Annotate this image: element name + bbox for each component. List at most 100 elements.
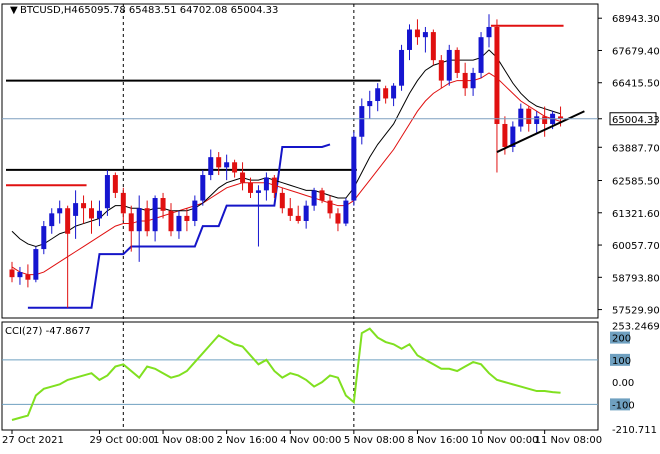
cci-pane-frame	[1, 321, 599, 431]
price-tick-label: 62585.50	[612, 177, 660, 188]
candle-body	[57, 208, 63, 214]
candlestick	[343, 198, 349, 227]
candlestick	[263, 172, 269, 201]
candlestick	[446, 44, 452, 86]
price-tick-label: 58793.80	[612, 273, 660, 284]
price-tick-label: 63887.70	[612, 143, 660, 154]
time-tick-label: 1 Nov 08:00	[153, 435, 214, 446]
candle-body	[25, 274, 31, 280]
time-tick-label: 29 Oct 00:00	[89, 435, 154, 446]
candlestick	[391, 83, 397, 107]
candle-body	[414, 29, 420, 38]
candle-body	[216, 157, 222, 168]
candle-body	[526, 108, 532, 124]
candlestick	[255, 185, 261, 247]
price-tick-label: 61321.60	[612, 209, 660, 220]
candlestick	[96, 200, 102, 227]
slow-moving-average-line	[11, 72, 561, 276]
price-tick-label: 66415.50	[612, 79, 660, 90]
candle-body	[104, 175, 110, 209]
candle-body	[168, 210, 174, 232]
candle-body	[89, 208, 94, 219]
candle-body	[486, 26, 492, 38]
candle-body	[367, 101, 373, 107]
cci-tick-label: -100	[612, 400, 635, 411]
candlestick	[240, 162, 246, 191]
candle-body	[136, 208, 142, 232]
candlestick	[17, 266, 23, 285]
fast-moving-average-line	[11, 49, 561, 248]
candle-body	[383, 88, 389, 99]
candlestick	[152, 195, 158, 242]
price-tick-label: 57529.90	[612, 306, 660, 317]
cci-tick-label: 200	[612, 334, 631, 345]
candlestick	[112, 172, 118, 199]
candlestick	[168, 203, 174, 237]
candlestick	[454, 47, 460, 79]
candlestick	[73, 190, 79, 239]
candlestick	[57, 200, 63, 224]
candle-body	[502, 123, 508, 147]
candlestick	[399, 44, 405, 91]
cci-level-tag	[610, 353, 630, 366]
candlestick	[192, 195, 198, 227]
candlestick	[438, 55, 444, 89]
cci-tick-label: 100	[612, 356, 631, 367]
candlestick	[478, 32, 484, 79]
candlestick	[128, 205, 134, 252]
candlestick	[295, 205, 301, 224]
candle-body	[279, 192, 285, 209]
candlestick	[375, 83, 381, 112]
cci-level-tag	[610, 331, 630, 344]
candle-body	[470, 72, 476, 89]
candle-body	[327, 200, 333, 214]
candlestick	[534, 111, 540, 135]
candle-body	[311, 190, 317, 206]
price-tick-label: 60057.70	[612, 241, 660, 252]
candle-body	[263, 177, 269, 191]
candle-body	[407, 29, 412, 50]
candle-body	[112, 175, 118, 193]
candle-body	[534, 116, 540, 124]
candlestick	[65, 205, 71, 308]
candle-body	[295, 215, 301, 221]
candlestick	[41, 220, 47, 255]
ohlc-readout: 65095.78 65483.51 64702.08 65004.33	[78, 5, 278, 16]
candle-body	[399, 49, 405, 86]
candle-body	[33, 249, 39, 280]
candlestick	[208, 149, 214, 181]
candle-body	[176, 215, 182, 232]
candlestick	[248, 177, 253, 199]
candlestick	[367, 90, 373, 119]
price-tick-label: 68943.30	[612, 14, 660, 25]
candlestick	[279, 187, 285, 214]
time-tick-label: 11 Nov 08:00	[535, 435, 602, 446]
candle-body	[510, 126, 516, 147]
candlestick	[311, 187, 317, 211]
candlestick	[81, 195, 87, 224]
candlestick	[49, 208, 55, 234]
candlestick	[335, 208, 341, 232]
symbol-triangle-icon[interactable]: ▼	[10, 5, 18, 16]
candle-body	[319, 190, 325, 201]
candlestick	[176, 210, 182, 239]
candle-body	[542, 116, 548, 124]
candle-body	[248, 182, 253, 193]
candlestick	[383, 85, 389, 104]
price-tick-label: 67679.40	[612, 46, 660, 57]
candle-body	[49, 213, 55, 227]
symbol-label: BTCUSD,H4	[20, 5, 78, 16]
candle-body	[446, 49, 452, 81]
candlestick	[351, 131, 357, 206]
candle-body	[73, 203, 79, 216]
candle-body	[558, 116, 564, 119]
candle-body	[9, 269, 15, 278]
candlestick	[89, 200, 94, 234]
time-tick-label: 8 Nov 16:00	[407, 435, 468, 446]
candlestick	[200, 169, 206, 206]
candlestick	[359, 98, 365, 145]
candlestick	[271, 175, 277, 199]
candlestick	[184, 208, 190, 232]
candlestick	[216, 152, 222, 176]
